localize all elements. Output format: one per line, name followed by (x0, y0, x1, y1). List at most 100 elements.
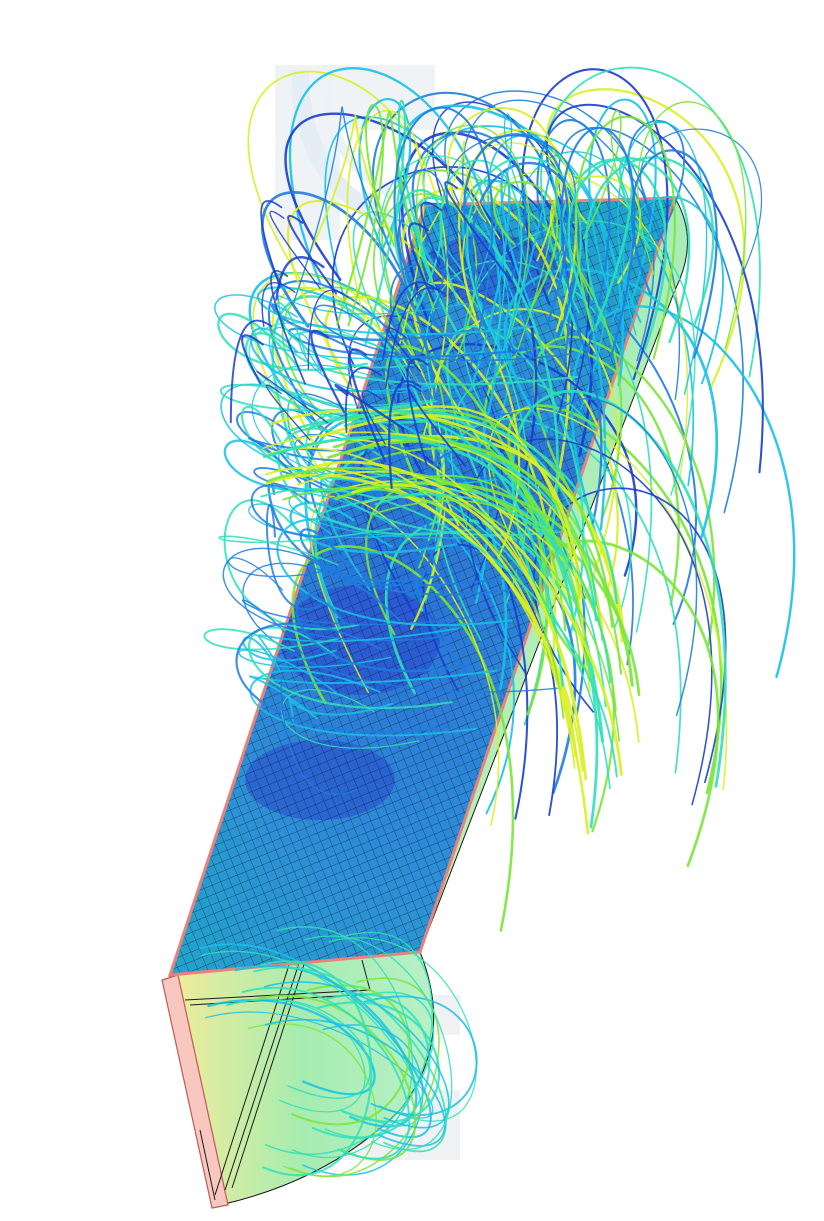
streamline (199, 943, 432, 1138)
streamline (287, 214, 338, 295)
streamline (248, 669, 498, 720)
streamline (617, 121, 708, 396)
streamline (372, 193, 478, 363)
streamline (351, 483, 588, 781)
streamline (463, 133, 569, 326)
streamline (295, 593, 471, 672)
streamline (363, 995, 478, 1116)
streamline (358, 98, 412, 249)
streamline (306, 460, 623, 776)
streamline (336, 110, 436, 326)
streamline (521, 279, 697, 625)
streamline (223, 439, 382, 493)
streamline (406, 383, 467, 467)
streamline (306, 114, 397, 259)
streamline (310, 495, 500, 826)
streamline (406, 358, 429, 467)
streamline (270, 408, 624, 628)
streamline (200, 950, 422, 1127)
streamline (400, 131, 593, 458)
streamline (269, 210, 321, 290)
streamline (260, 200, 283, 288)
streamline (393, 189, 443, 315)
streamline (262, 431, 604, 636)
streamline (467, 438, 713, 806)
streamline (361, 390, 386, 445)
streamline (252, 994, 417, 1161)
streamline (388, 327, 422, 373)
streamline (241, 986, 411, 1160)
streamline (536, 119, 611, 359)
streamline (420, 201, 443, 266)
streamline (267, 466, 641, 697)
streamline (348, 348, 387, 463)
streamline (261, 281, 296, 327)
streamline (469, 170, 535, 391)
streamline (241, 334, 264, 385)
streamline (384, 517, 599, 829)
streamline (397, 202, 603, 524)
streamline (302, 1024, 424, 1176)
streamline (247, 626, 453, 709)
streamline (296, 470, 591, 693)
streamline (241, 405, 397, 480)
streamline (277, 295, 468, 328)
streamline (320, 567, 522, 621)
streamline (435, 418, 682, 774)
streamline (492, 180, 559, 307)
streamline (227, 557, 348, 591)
streamline (247, 70, 449, 437)
streamline (533, 487, 727, 784)
streamline (567, 157, 691, 344)
streamline (264, 466, 584, 772)
streamline (382, 281, 438, 360)
streamline (574, 115, 676, 360)
streamline (256, 370, 329, 424)
streamline (218, 527, 393, 566)
streamline (444, 181, 513, 284)
streamline (347, 103, 396, 327)
streamline (260, 487, 618, 778)
streamline (307, 289, 349, 370)
streamline (242, 636, 337, 666)
end-cap (161, 974, 229, 1209)
streamline (487, 133, 695, 487)
streamline (364, 99, 433, 346)
streamline (314, 304, 572, 362)
streamline (226, 999, 366, 1113)
streamline (253, 966, 447, 1153)
streamlines (199, 66, 796, 1178)
streamline (286, 694, 394, 722)
streamline (422, 125, 609, 419)
streamline (248, 503, 452, 539)
streamline (343, 415, 564, 687)
streamline (393, 106, 494, 366)
streamline (284, 112, 538, 487)
streamline (241, 599, 483, 655)
streamline (265, 384, 311, 441)
streamline (362, 495, 590, 835)
streamline (264, 981, 450, 1129)
streamline (319, 493, 612, 684)
streamline (238, 649, 392, 697)
streamline (472, 113, 538, 297)
streamline (517, 151, 633, 323)
streamline (235, 622, 450, 733)
streamline (422, 543, 559, 816)
streamline (310, 329, 346, 414)
streamline (291, 545, 515, 932)
streamline (280, 680, 358, 795)
streamline (271, 295, 441, 612)
streamline (225, 998, 371, 1099)
streamline (229, 319, 273, 424)
streamline (214, 294, 485, 360)
streamline (415, 124, 530, 340)
streamline (414, 196, 559, 551)
streamline (265, 504, 325, 611)
streamline (264, 991, 434, 1155)
streamline (288, 67, 501, 462)
streamline (588, 98, 657, 305)
streamline (466, 156, 582, 337)
streamline (388, 380, 422, 489)
streamline (270, 270, 306, 385)
